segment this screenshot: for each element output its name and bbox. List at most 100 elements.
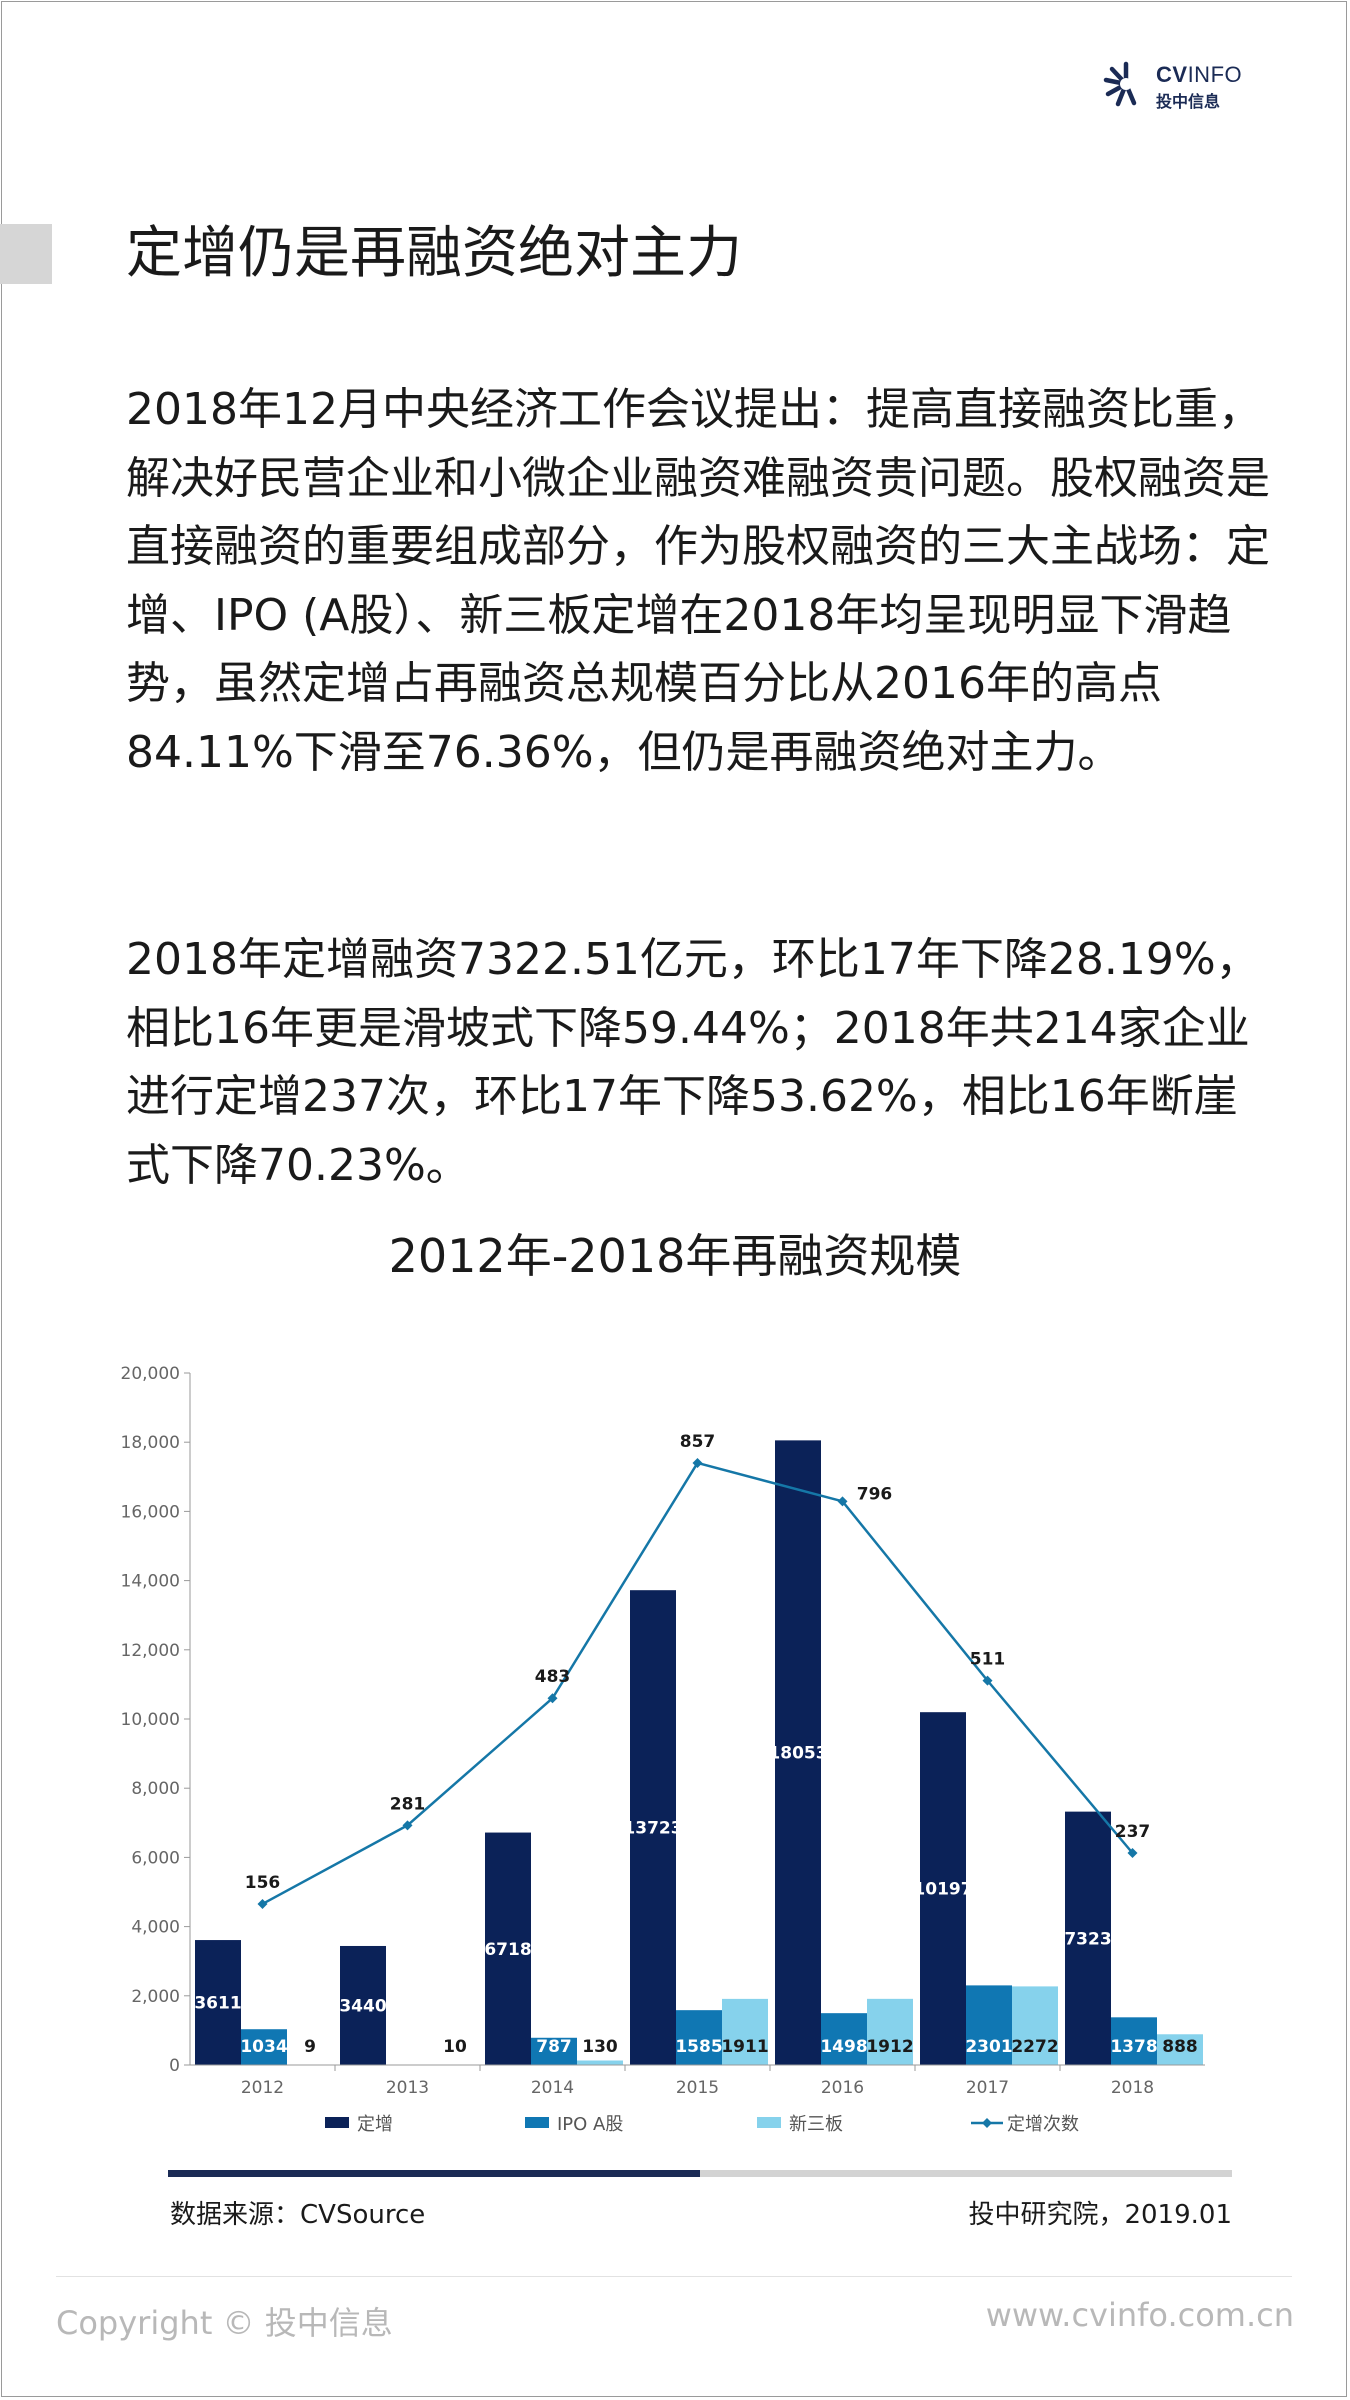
line-point — [692, 1457, 703, 1468]
page-title: 定增仍是再融资绝对主力 — [126, 221, 742, 286]
data-label: 1911 — [721, 2037, 768, 2057]
publisher-date: 投中研究院，2019.01 — [968, 2200, 1232, 2230]
bar-2012-0 — [195, 1940, 241, 2065]
line-label: 483 — [535, 1667, 571, 1687]
y-tick-label: 0 — [169, 2056, 180, 2076]
line-path — [261, 1461, 1134, 1906]
data-label: 10 — [443, 2037, 467, 2057]
line-label: 857 — [680, 1432, 716, 1452]
logo-subtitle: 投中信息 — [1156, 92, 1221, 111]
y-tick-label: 12,000 — [121, 1641, 180, 1661]
data-label: 1034 — [240, 2037, 287, 2057]
bar-2018-2 — [1157, 2034, 1203, 2065]
x-tick-label: 2016 — [821, 2078, 864, 2098]
legend-label: 新三板 — [789, 2114, 843, 2135]
y-axis: 0 2,000 4,000 6,000 8,000 10,000 12,000 14,000 1… — [121, 1364, 191, 2076]
line-point — [402, 1820, 413, 1831]
data-label: 6718 — [484, 1940, 531, 1960]
line-point — [1127, 1847, 1138, 1858]
bar-2014-1 — [531, 2037, 577, 2065]
data-label: 787 — [536, 2037, 572, 2057]
legend-swatch — [757, 2117, 781, 2128]
data-label: 1585 — [675, 2037, 722, 2057]
bar-2018-1 — [1111, 2017, 1157, 2065]
y-tick-label: 18,000 — [121, 1433, 180, 1453]
data-label: 9 — [304, 2037, 316, 2057]
y-tick-label: 6,000 — [131, 1848, 180, 1868]
line-label: 237 — [1115, 1822, 1151, 1842]
data-label: 1378 — [1110, 2037, 1157, 2057]
cvinfo-logo[interactable]: CVINFO 投中信息 — [1102, 60, 1262, 111]
y-tick-label: 8,000 — [131, 1779, 180, 1799]
y-tick-label: 2,000 — [131, 1987, 180, 2007]
intro-paragraph: 2018年12月中央经济工作会议提出：提高直接融资比重，解决好民营企业和小微企业… — [126, 384, 1270, 778]
bar-2017-0 — [920, 1712, 966, 2065]
data-label: 888 — [1162, 2037, 1198, 2057]
line-point — [982, 1675, 993, 1686]
reading-progress-bar — [168, 2170, 1232, 2177]
x-tick-label: 2017 — [966, 2078, 1009, 2098]
bar-2014-0 — [485, 1832, 531, 2065]
bar-2018-0 — [1065, 1811, 1111, 2065]
y-tick-label: 4,000 — [131, 1918, 180, 1938]
data-label: 1498 — [820, 2037, 867, 2057]
legend-label: 定增 — [357, 2114, 393, 2135]
data-label: 3440 — [339, 1996, 386, 2016]
y-tick-label: 14,000 — [121, 1572, 180, 1592]
y-tick-label: 20,000 — [121, 1364, 180, 1384]
data-label: 2301 — [965, 2037, 1012, 2057]
legend-marker — [982, 2118, 992, 2128]
title-accent-bar — [0, 224, 52, 284]
footer-divider — [56, 2276, 1292, 2277]
line-label: 281 — [390, 1794, 426, 1814]
y-tick-label: 10,000 — [121, 1710, 180, 1730]
stats-paragraph: 2018年定增融资7322.51亿元，环比17年下降28.19%，相比16年更是… — [126, 934, 1260, 1191]
bar-2013-0 — [340, 1945, 386, 2065]
line-series: 156 281 483 857 796 511 237 — [245, 1432, 1151, 1909]
x-tick-label: 2015 — [676, 2078, 719, 2098]
bar-2015-2 — [722, 1998, 768, 2065]
legend-label: 定增次数 — [1007, 2114, 1079, 2135]
x-tick-label: 2014 — [531, 2078, 574, 2098]
line-label: 796 — [857, 1484, 893, 1504]
data-label: 7323 — [1064, 1929, 1111, 1949]
chart-title: 2012年-2018年再融资规模 — [388, 1229, 962, 1283]
line-point — [547, 1693, 558, 1704]
line-point — [257, 1898, 268, 1909]
bar-2014-2 — [577, 2060, 623, 2065]
bar-2016-1 — [821, 2013, 867, 2065]
bar-2017-2 — [1012, 1986, 1058, 2065]
data-label: 1912 — [866, 2037, 913, 2057]
x-axis: 2012 2013 2014 2015 2016 2017 2018 — [190, 2064, 1205, 2098]
data-label: 18053 — [768, 1744, 827, 1764]
bar-2017-1 — [966, 1985, 1012, 2065]
x-tick-label: 2013 — [386, 2078, 429, 2098]
line-label: 511 — [970, 1650, 1006, 1670]
bar-2015-1 — [676, 2010, 722, 2065]
bar-2012-1 — [241, 2029, 287, 2065]
chart-legend: 定增 IPO A股 新三板 定增次数 — [325, 2114, 1079, 2135]
line-label: 156 — [245, 1873, 281, 1893]
data-label: 3611 — [194, 1994, 241, 2014]
legend-label: IPO A股 — [557, 2114, 623, 2135]
copyright-text: Copyright © 投中信息 — [56, 2304, 393, 2342]
bar-2016-2 — [867, 1998, 913, 2065]
legend-swatch — [325, 2117, 349, 2128]
data-label: 2272 — [1011, 2037, 1058, 2057]
legend-swatch — [525, 2117, 549, 2128]
bar-2015-0 — [630, 1590, 676, 2065]
data-label: 10197 — [913, 1880, 972, 1900]
bar-2016-0 — [775, 1440, 821, 2065]
website-link[interactable]: www.cvinfo.com.cn — [985, 2296, 1294, 2334]
line-point — [837, 1496, 848, 1507]
y-tick-label: 16,000 — [121, 1502, 180, 1522]
x-tick-label: 2012 — [241, 2078, 284, 2098]
refinancing-chart: 0 2,000 4,000 6,000 8,000 10,000 12,000 14,000 1… — [121, 1364, 1205, 2135]
data-label: 130 — [582, 2037, 618, 2057]
reading-progress-fill — [168, 2170, 700, 2177]
x-tick-label: 2018 — [1111, 2078, 1154, 2098]
logo-brand: CVINFO — [1156, 62, 1243, 87]
data-source: 数据来源：CVSource — [170, 2200, 426, 2230]
